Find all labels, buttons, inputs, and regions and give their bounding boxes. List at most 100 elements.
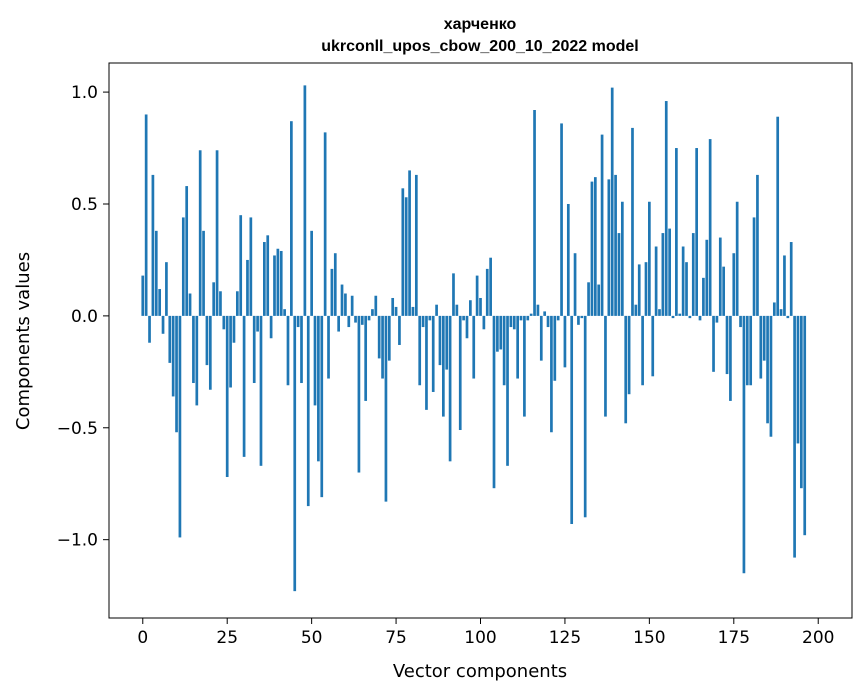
bar bbox=[313, 315, 317, 406]
x-tick-label: 0 bbox=[137, 628, 148, 648]
bar bbox=[607, 179, 611, 316]
x-axis-label: Vector components bbox=[393, 661, 567, 682]
bar bbox=[178, 315, 182, 538]
bar bbox=[661, 233, 665, 316]
bar bbox=[789, 242, 793, 316]
bar bbox=[735, 201, 739, 316]
bar bbox=[347, 315, 351, 328]
bar bbox=[634, 304, 638, 316]
bar bbox=[678, 313, 682, 316]
bar bbox=[715, 315, 719, 323]
bar bbox=[452, 273, 455, 316]
bar bbox=[296, 315, 300, 328]
bar bbox=[604, 315, 607, 417]
chart-subtitle: ukrconll_upos_cbow_200_10_2022 model bbox=[321, 38, 638, 55]
bar bbox=[168, 315, 172, 363]
bar bbox=[512, 315, 516, 330]
y-tick-label: 0.0 bbox=[71, 307, 98, 327]
bar bbox=[401, 188, 405, 316]
bar bbox=[475, 275, 479, 316]
bar bbox=[718, 237, 722, 316]
bar bbox=[195, 315, 199, 406]
bar bbox=[675, 148, 678, 316]
bar bbox=[151, 174, 155, 316]
bar bbox=[344, 293, 347, 316]
bar bbox=[523, 315, 526, 417]
x-tick-label: 75 bbox=[385, 628, 407, 648]
chart-title: харченко bbox=[444, 16, 517, 33]
bar bbox=[722, 266, 726, 316]
bar bbox=[786, 315, 790, 319]
bar bbox=[239, 215, 243, 316]
bar bbox=[458, 315, 462, 431]
bar bbox=[232, 315, 236, 343]
bar bbox=[570, 315, 574, 525]
bar bbox=[533, 110, 536, 316]
bar bbox=[391, 297, 395, 316]
bar bbox=[688, 315, 692, 319]
bar bbox=[192, 315, 195, 384]
bar bbox=[644, 262, 648, 316]
bar bbox=[428, 315, 432, 321]
bar bbox=[776, 116, 780, 316]
bar bbox=[573, 253, 577, 316]
bar bbox=[469, 300, 472, 316]
y-axis-label: Components values bbox=[13, 252, 34, 430]
bar bbox=[668, 228, 671, 316]
bar bbox=[327, 315, 330, 379]
bar bbox=[519, 315, 523, 321]
bar bbox=[175, 315, 178, 433]
bar bbox=[246, 259, 249, 316]
bar bbox=[188, 293, 192, 316]
bar bbox=[161, 315, 165, 334]
bar bbox=[742, 315, 746, 574]
bar bbox=[725, 315, 729, 375]
bar bbox=[627, 315, 631, 395]
bar bbox=[658, 309, 661, 316]
bar bbox=[617, 233, 621, 316]
bar bbox=[350, 295, 354, 316]
bar bbox=[276, 248, 280, 316]
bar bbox=[242, 315, 246, 457]
bar bbox=[529, 313, 533, 316]
bar bbox=[509, 315, 513, 328]
y-tick-label: −1.0 bbox=[57, 531, 98, 551]
bar bbox=[455, 304, 459, 316]
bar bbox=[543, 311, 547, 316]
bar bbox=[435, 304, 438, 316]
bar bbox=[293, 315, 297, 592]
bar bbox=[536, 304, 540, 316]
bar bbox=[154, 230, 158, 316]
bar bbox=[219, 291, 222, 316]
bar bbox=[337, 315, 340, 332]
bar bbox=[259, 315, 263, 466]
bar bbox=[229, 315, 232, 388]
bar bbox=[729, 315, 732, 401]
bar bbox=[756, 174, 759, 316]
bar bbox=[759, 315, 763, 379]
bar bbox=[779, 309, 783, 316]
bar bbox=[624, 315, 628, 424]
bar bbox=[303, 85, 307, 316]
bar bbox=[799, 315, 803, 489]
bar bbox=[762, 315, 766, 361]
bar bbox=[560, 123, 563, 316]
bar bbox=[387, 315, 391, 361]
bar bbox=[516, 315, 519, 379]
bar bbox=[333, 253, 337, 316]
bar bbox=[354, 315, 357, 323]
bar bbox=[442, 315, 445, 417]
bar bbox=[310, 230, 313, 316]
bar bbox=[263, 242, 266, 316]
x-axis: 0 25 50 75 100 125 150 175 200 bbox=[137, 618, 834, 648]
bar bbox=[698, 315, 702, 321]
y-axis: −1.0 −0.5 0.0 0.5 1.0 bbox=[57, 83, 109, 551]
bar bbox=[472, 315, 476, 379]
bar bbox=[158, 289, 162, 316]
bar bbox=[566, 203, 570, 316]
bar bbox=[357, 315, 361, 473]
bar bbox=[431, 315, 435, 392]
bar bbox=[685, 262, 688, 316]
bar bbox=[279, 250, 283, 316]
x-tick-label: 100 bbox=[464, 628, 496, 648]
